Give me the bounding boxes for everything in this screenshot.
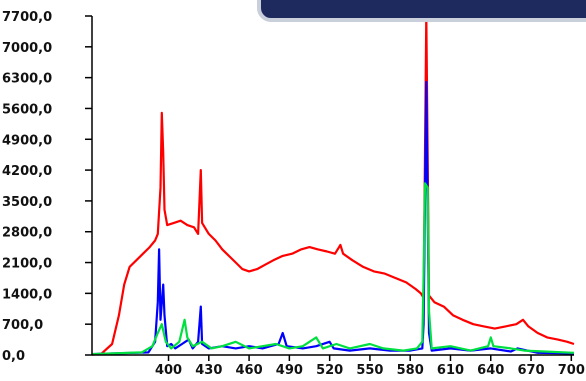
y-axis-tick-labels: 0,0 700,0 1400,0 2100,0 2800,0 3500,0 4200,0 49… — [2, 10, 52, 364]
series-line-3 — [91, 182, 575, 356]
x-tick-label: 550 — [356, 363, 383, 378]
x-tick-label: 700 — [558, 363, 585, 378]
y-tick-label: 1400,0 — [2, 287, 52, 302]
y-tick-label: 5600,0 — [2, 102, 52, 117]
x-tick-label: 460 — [236, 363, 263, 378]
y-tick-label: 7700,0 — [2, 10, 52, 25]
y-tick-label: 2100,0 — [2, 257, 52, 272]
x-tick-label: 640 — [477, 363, 504, 378]
x-tick-label: 430 — [195, 363, 222, 378]
x-tick-label: 520 — [316, 363, 343, 378]
y-tick-label: 2800,0 — [2, 226, 52, 241]
series-line-2 — [91, 80, 575, 356]
y-tick-label: 700,0 — [2, 318, 43, 333]
y-tick-label: 0,0 — [2, 349, 25, 364]
y-tick-label: 3500,0 — [2, 195, 52, 210]
x-tick-label: 670 — [517, 363, 544, 378]
x-tick-label: 580 — [397, 363, 424, 378]
axes-layer — [85, 15, 574, 361]
series-line-1 — [91, 14, 575, 356]
x-tick-label: 400 — [155, 363, 182, 378]
x-tick-label: 610 — [437, 363, 464, 378]
y-tick-label: 7000,0 — [2, 41, 52, 56]
y-tick-label: 4900,0 — [2, 133, 52, 148]
corner-banner — [257, 0, 586, 22]
y-tick-label: 4200,0 — [2, 164, 52, 179]
x-axis-tick-labels: 400 430 460 490 520 550 580 610 640 670 700 — [155, 363, 585, 378]
y-tick-label: 6300,0 — [2, 72, 52, 87]
x-tick-label: 490 — [276, 363, 303, 378]
series-layer — [91, 14, 575, 356]
